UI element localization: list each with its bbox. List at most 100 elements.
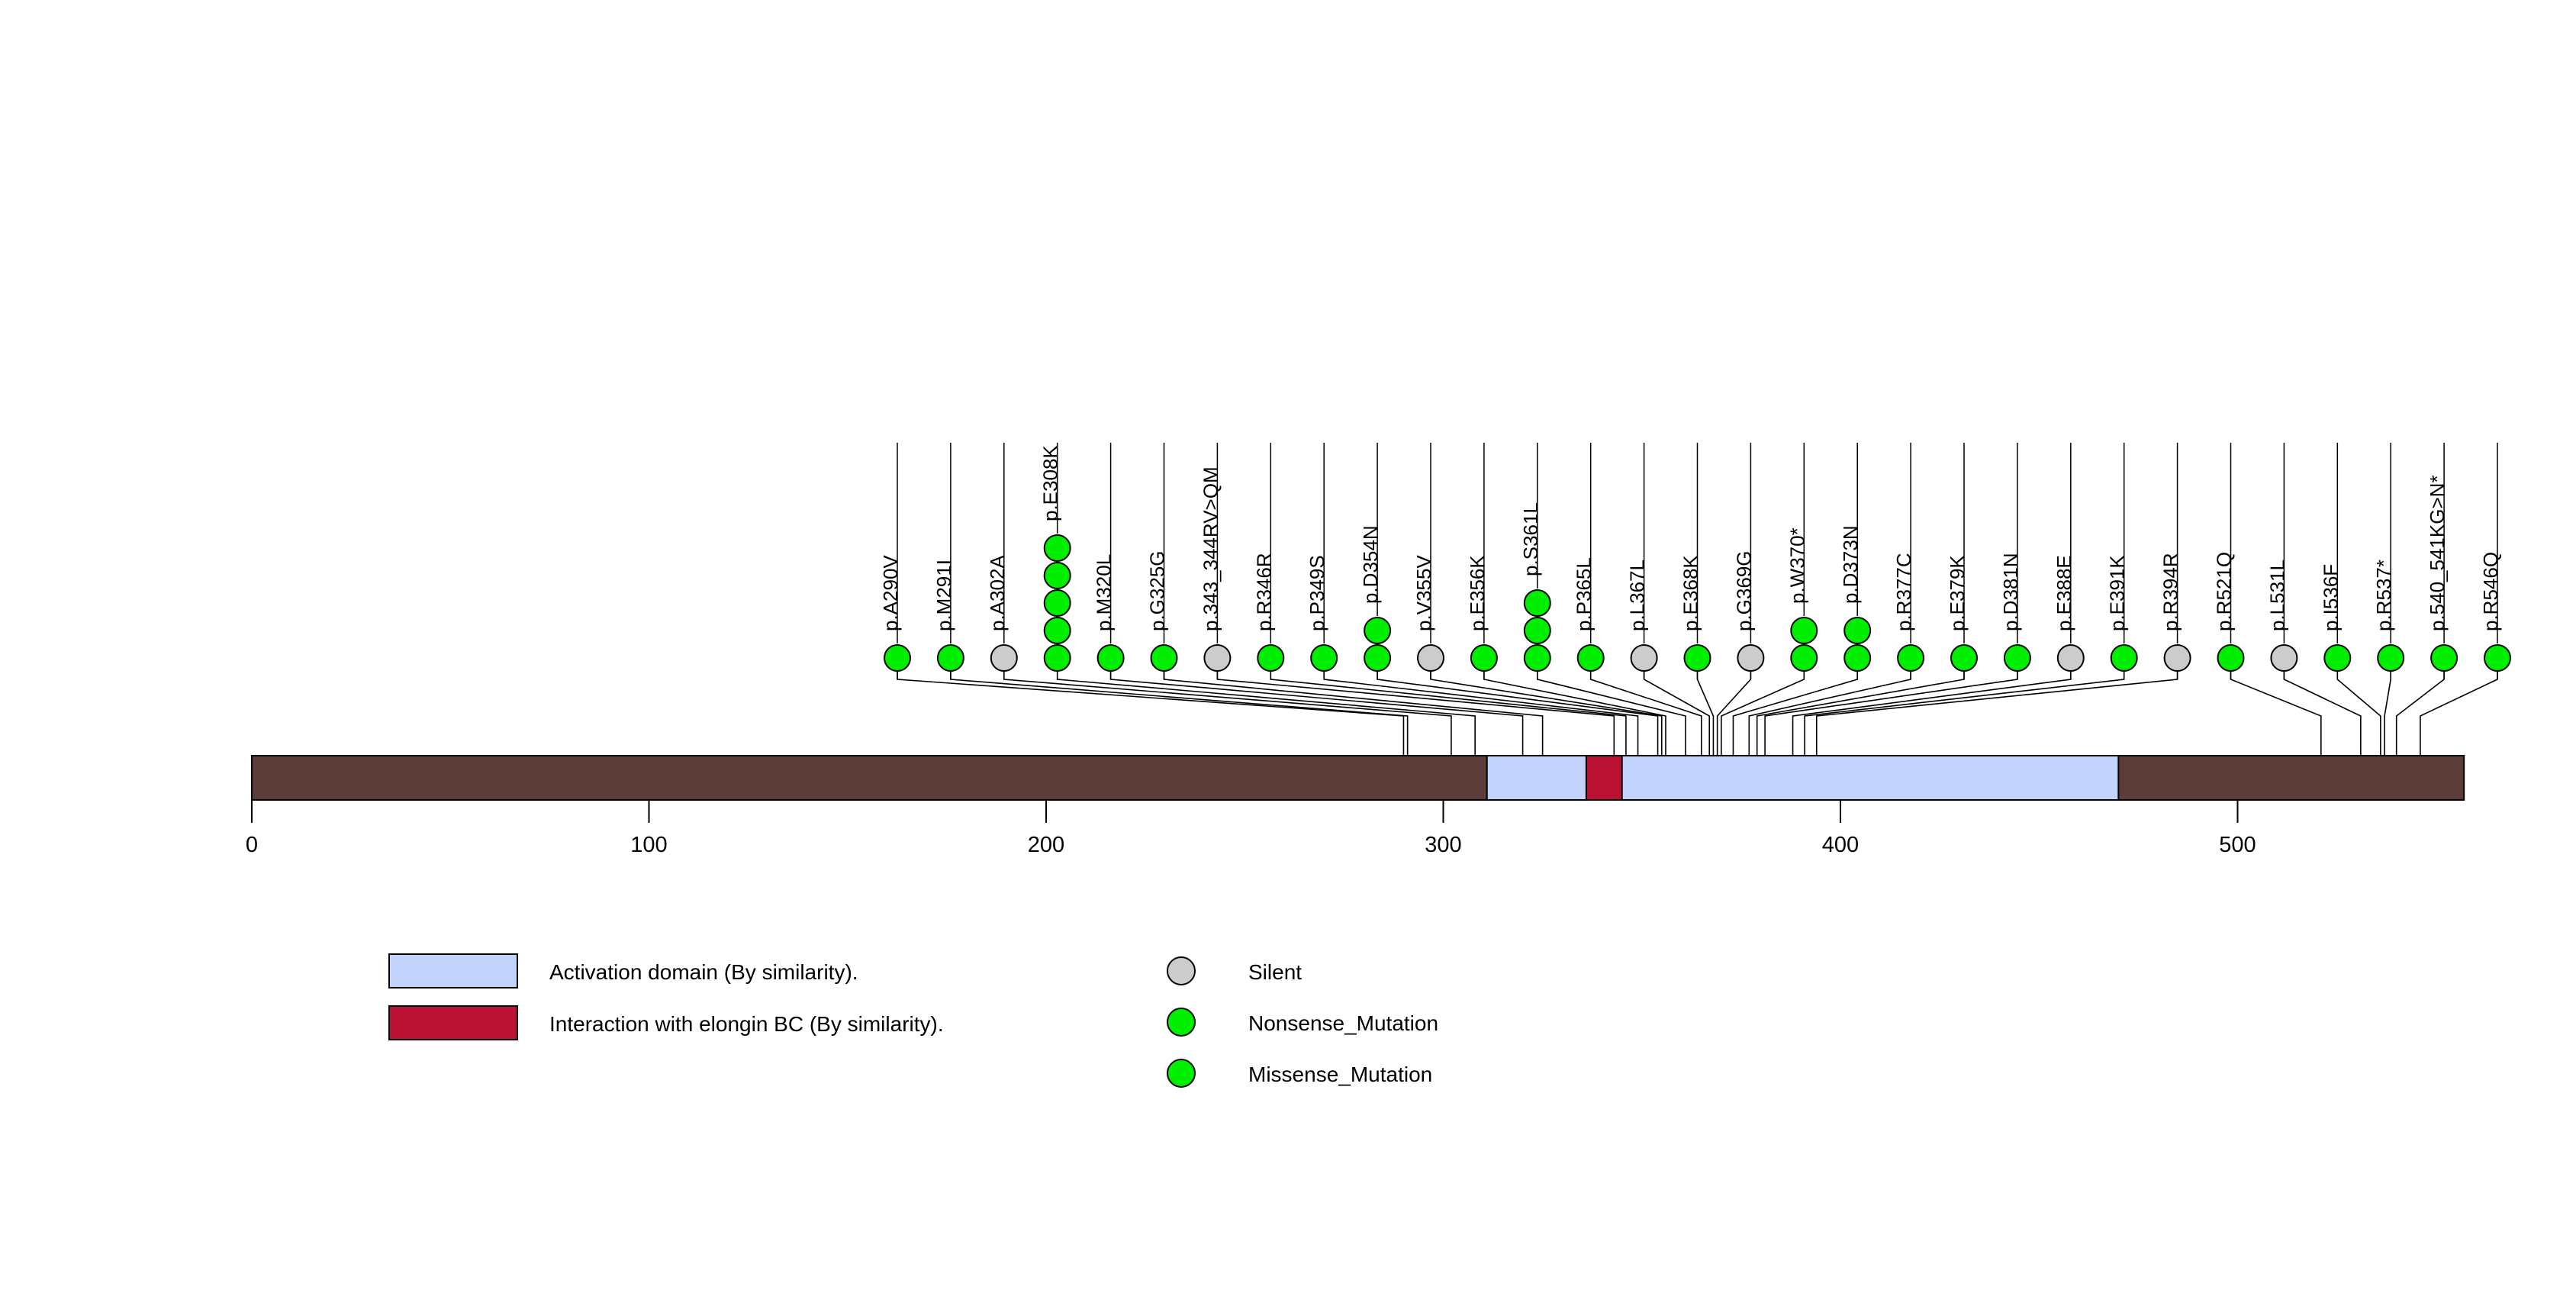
legend-group: Activation domain (By similarity). Intera… bbox=[388, 953, 1438, 1088]
mutation-label: p.M320L bbox=[1093, 554, 1116, 631]
legend-mutation-marker-1[interactable] bbox=[1167, 956, 1196, 985]
lollipop-head[interactable] bbox=[1043, 644, 1071, 672]
lollipop-head[interactable] bbox=[1523, 644, 1551, 672]
lollipop-head[interactable] bbox=[2110, 644, 2138, 672]
lollipop-connector-line bbox=[1748, 645, 1911, 756]
x-axis-ticks-group: 0 100 200 300 400 500 bbox=[246, 800, 2256, 857]
lollipop-head[interactable] bbox=[1257, 644, 1285, 672]
mutation-label: p.R394R bbox=[2159, 553, 2182, 631]
lollipop-head[interactable] bbox=[1737, 644, 1765, 672]
mutation-label: p.E356K bbox=[1466, 555, 1489, 631]
lollipop-head[interactable] bbox=[1096, 644, 1125, 672]
lollipop-head[interactable] bbox=[1043, 534, 1071, 562]
lollipop-head[interactable] bbox=[1470, 644, 1498, 672]
protein-domain-2[interactable] bbox=[1585, 755, 1623, 801]
mutation-label: p.R521Q bbox=[2213, 552, 2236, 631]
lollipop-head[interactable] bbox=[1523, 617, 1551, 644]
x-axis-tick-label: 100 bbox=[630, 833, 667, 857]
x-axis-tick-label: 300 bbox=[1425, 833, 1461, 857]
lollipop-head[interactable] bbox=[884, 644, 911, 672]
mutation-label: p.S361L bbox=[1519, 502, 1542, 576]
legend-mutation-marker-3[interactable] bbox=[1167, 1059, 1196, 1088]
lollipop-head[interactable] bbox=[2270, 644, 2298, 672]
protein-backbone-bar bbox=[251, 755, 2465, 801]
x-axis-tick-label: 0 bbox=[246, 833, 258, 857]
mutation-labels-group: p.A290V p.M291I p.A302A p.E308K p.M320L p.G32… bbox=[879, 445, 2502, 631]
x-axis-tick-label: 500 bbox=[2219, 833, 2256, 857]
mutation-label: p.G369G bbox=[1732, 550, 1755, 631]
mutation-label: p.W370* bbox=[1785, 527, 1808, 604]
legend-mutation-label-3: Missense_Mutation bbox=[1248, 1063, 1432, 1086]
x-axis-tick-label: 400 bbox=[1822, 833, 1859, 857]
lollipop-head[interactable] bbox=[2484, 644, 2511, 672]
lollipop-head[interactable] bbox=[1364, 644, 1392, 672]
lollipop-head[interactable] bbox=[1364, 617, 1392, 644]
lollipop-head[interactable] bbox=[1576, 644, 1605, 672]
mutation-label: p.M291I bbox=[932, 560, 955, 631]
protein-backbone-group bbox=[251, 755, 2465, 801]
mutation-label: p.E379K bbox=[1946, 555, 1969, 631]
mutation-label: p.D381N bbox=[1999, 553, 2022, 631]
lollipop-head[interactable] bbox=[2163, 644, 2191, 672]
mutation-label: p.343_344RV>QM bbox=[1199, 466, 1222, 631]
mutation-label: p.R537* bbox=[2372, 560, 2395, 631]
mutation-label: p.L367L bbox=[1626, 560, 1649, 631]
mutation-label: p.540_541KG>N* bbox=[2426, 475, 2449, 631]
lollipop-head[interactable] bbox=[2056, 644, 2085, 672]
lollipop-head[interactable] bbox=[1523, 589, 1551, 617]
mutation-label: p.G325G bbox=[1146, 550, 1169, 631]
legend-mutation-label-1: Silent bbox=[1248, 960, 1302, 984]
mutation-label: p.L531L bbox=[2265, 560, 2288, 631]
lollipop-stems-group bbox=[897, 443, 2498, 679]
lollipop-head[interactable] bbox=[990, 644, 1018, 672]
mutation-label: p.D373N bbox=[1839, 525, 1862, 604]
lollipop-head[interactable] bbox=[1310, 644, 1338, 672]
lollipop-head[interactable] bbox=[1043, 589, 1071, 617]
x-axis-tick-label: 200 bbox=[1028, 833, 1064, 857]
legend-domain-swatch-1[interactable] bbox=[388, 953, 518, 988]
lollipop-head[interactable] bbox=[1630, 644, 1658, 672]
legend-domain-swatch-2[interactable] bbox=[388, 1005, 518, 1040]
lollipop-head[interactable] bbox=[2323, 644, 2352, 672]
lollipop-head[interactable] bbox=[1843, 644, 1872, 672]
mutation-label: p.V355V bbox=[1412, 555, 1435, 631]
lollipop-head[interactable] bbox=[1790, 617, 1818, 644]
lollipop-head[interactable] bbox=[2430, 644, 2458, 672]
mutation-label: p.A290V bbox=[879, 555, 902, 631]
lollipop-head[interactable] bbox=[2003, 644, 2031, 672]
lollipop-head[interactable] bbox=[1150, 644, 1178, 672]
lollipop-head[interactable] bbox=[2377, 644, 2405, 672]
legend-mutation-label-2: Nonsense_Mutation bbox=[1248, 1011, 1438, 1035]
lollipop-heads-group bbox=[884, 534, 2511, 672]
lollipop-head[interactable] bbox=[1950, 644, 1978, 672]
mutation-label: p.P365L bbox=[1573, 557, 1596, 631]
lollipop-head[interactable] bbox=[1790, 644, 1818, 672]
mutation-label: p.E308K bbox=[1039, 445, 1062, 521]
protein-domains-group bbox=[1486, 755, 2120, 801]
mutation-label: p.I536F bbox=[2319, 564, 2342, 631]
lollipop-head[interactable] bbox=[1043, 562, 1071, 589]
lollipop-head[interactable] bbox=[1203, 644, 1232, 672]
legend-mutation-marker-2[interactable] bbox=[1167, 1008, 1196, 1037]
mutation-label: p.E391K bbox=[2106, 555, 2129, 631]
lollipop-head[interactable] bbox=[1043, 617, 1071, 644]
protein-domain-1[interactable] bbox=[1486, 755, 2120, 801]
mutation-label: p.R346R bbox=[1252, 553, 1275, 631]
legend-domain-label-2: Interaction with elongin BC (By similari… bbox=[549, 1012, 944, 1036]
mutation-label: p.E388E bbox=[2053, 555, 2075, 631]
lollipop-head[interactable] bbox=[1897, 644, 1925, 672]
mutation-label: p.R546Q bbox=[2479, 552, 2502, 631]
lollipop-head[interactable] bbox=[1683, 644, 1711, 672]
mutation-label: p.D354N bbox=[1359, 525, 1382, 604]
mutation-label: p.A302A bbox=[986, 555, 1009, 631]
legend-domain-label-1: Activation domain (By similarity). bbox=[549, 960, 858, 984]
mutation-label: p.P349S bbox=[1306, 555, 1328, 631]
lollipop-head[interactable] bbox=[936, 644, 964, 672]
lollipop-head[interactable] bbox=[1417, 644, 1444, 672]
lollipop-head[interactable] bbox=[1843, 617, 1872, 644]
mutation-label: p.R377C bbox=[1892, 553, 1915, 631]
mutation-label: p.E368K bbox=[1679, 555, 1702, 631]
lollipop-head[interactable] bbox=[2217, 644, 2245, 672]
